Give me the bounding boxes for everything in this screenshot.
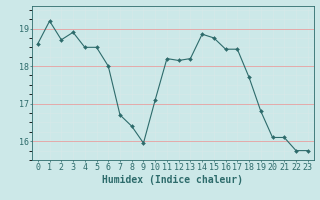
- X-axis label: Humidex (Indice chaleur): Humidex (Indice chaleur): [102, 175, 243, 185]
